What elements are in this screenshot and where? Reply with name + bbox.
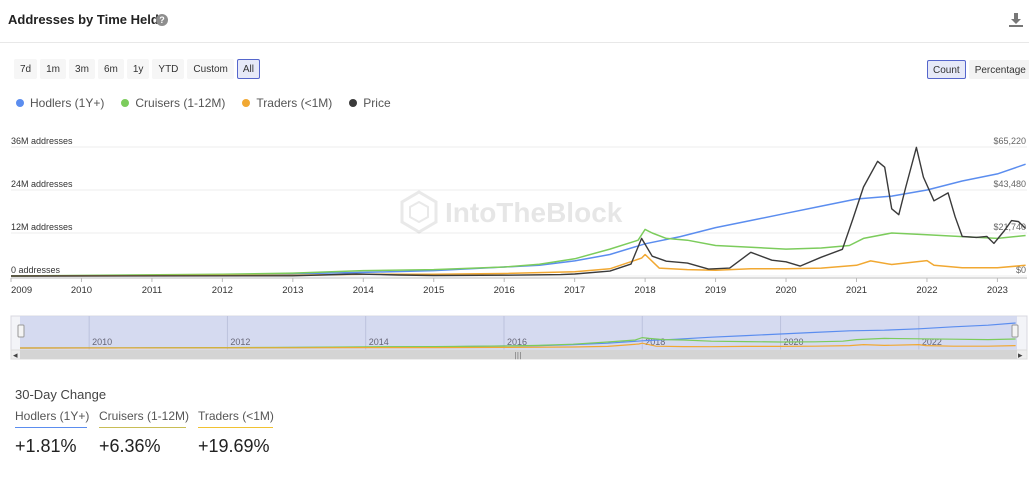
series-line-traders-1m[interactable] <box>10 253 1026 277</box>
legend-item-cruisers-1-12m[interactable]: Cruisers (1-12M) <box>121 96 225 110</box>
legend-label: Price <box>363 96 391 110</box>
series-line-hodlers-1y[interactable] <box>10 163 1026 277</box>
mode-button-percentage[interactable]: Percentage <box>968 60 1029 79</box>
range-button-custom[interactable]: Custom <box>187 59 234 79</box>
change-card-traders-1m: Traders (<1M) +19.69% <box>198 409 274 457</box>
x-tick-label: 2016 <box>494 285 515 296</box>
legend-label: Traders (<1M) <box>256 96 333 110</box>
legend-dot-icon <box>16 99 24 107</box>
range-navigator[interactable]: 2010 2012 2014 2016 2018 2020 2022◂ ▸||| <box>0 312 1029 362</box>
navigator-scrollbar-thumb[interactable] <box>20 350 1017 359</box>
change-card-cruisers-1-12m: Cruisers (1-12M) +6.36% <box>99 409 189 457</box>
legend-dot-icon <box>242 99 251 107</box>
chart-legend: Hodlers (1Y+) Cruisers (1-12M) Traders (<1… <box>16 96 408 110</box>
main-chart[interactable]: IntoTheBlock 0 addresses 12M addresses 24M … <box>0 130 1029 300</box>
x-tick-label: 2012 <box>212 285 233 296</box>
x-tick-label: 2020 <box>775 285 796 296</box>
y-left-tick-label: 0 addresses <box>11 265 61 275</box>
navigator-tick-label: 2014 <box>369 337 389 347</box>
display-mode-selector: Count Percentage <box>927 60 1029 79</box>
change-cards: Hodlers (1Y+) +1.81% Cruisers (1-12M) +6.36… <box>15 409 274 457</box>
download-icon[interactable] <box>1008 12 1024 28</box>
x-tick-label: 2014 <box>353 285 374 296</box>
navigator-tick-label: 2012 <box>230 337 250 347</box>
legend-dot-icon <box>349 99 358 107</box>
series-line-price[interactable] <box>10 146 1027 277</box>
help-icon[interactable]: ? <box>156 14 168 26</box>
page-title: Addresses by Time Held <box>8 12 159 27</box>
legend-item-traders-1m[interactable]: Traders (<1M) <box>242 96 332 110</box>
range-button-1y[interactable]: 1y <box>126 59 150 79</box>
x-tick-label: 2013 <box>282 285 303 296</box>
legend-item-hodlers-1y[interactable]: Hodlers (1Y+) <box>16 96 104 110</box>
x-tick-label: 2011 <box>142 285 162 296</box>
navigator-tick-label: 2016 <box>507 337 527 347</box>
x-tick-label: 2009 <box>11 285 32 296</box>
range-button-1m[interactable]: 1m <box>40 59 67 79</box>
y-left-tick-label: 24M addresses <box>11 179 73 189</box>
change-card-value: +6.36% <box>99 436 161 456</box>
change-section-title: 30-Day Change <box>15 387 107 402</box>
header: Addresses by Time Held ? <box>0 0 1029 43</box>
time-range-selector: 7d 1m 3m 6m 1y YTD Custom All <box>14 59 260 79</box>
scrollbar-grip-icon: ||| <box>514 352 521 360</box>
navigator-series-cruisers-1-12m <box>19 336 1016 349</box>
legend-label: Cruisers (1-12M) <box>135 96 226 110</box>
legend-dot-icon <box>121 99 130 107</box>
mode-button-count[interactable]: Count <box>927 60 966 79</box>
navigator-handle-left[interactable] <box>17 324 25 338</box>
y-left-tick-label: 12M addresses <box>11 222 73 232</box>
range-button-7d[interactable]: 7d <box>14 59 38 79</box>
scroll-right-icon[interactable]: ▸ <box>1018 351 1023 361</box>
x-tick-label: 2010 <box>71 285 92 296</box>
x-tick-label: 2015 <box>423 285 444 296</box>
y-right-tick-label: $43,480 <box>993 179 1026 189</box>
legend-item-price[interactable]: Price <box>349 96 391 110</box>
range-button-ytd[interactable]: YTD <box>152 59 185 79</box>
x-tick-label: 2018 <box>635 285 656 296</box>
x-tick-label: 2023 <box>987 285 1008 296</box>
scroll-left-icon[interactable]: ◂ <box>13 351 18 361</box>
series-line-cruisers-1-12m[interactable] <box>10 228 1026 277</box>
watermark: IntoTheBlock <box>400 190 623 234</box>
navigator-tick-label: 2010 <box>92 337 112 347</box>
x-tick-label: 2022 <box>916 285 937 296</box>
y-left-tick-label: 36M addresses <box>11 136 73 146</box>
x-tick-label: 2021 <box>846 285 867 296</box>
range-button-all[interactable]: All <box>236 59 260 79</box>
navigator-selection[interactable] <box>20 316 1017 350</box>
x-tick-label: 2019 <box>705 285 726 296</box>
change-card-label: Traders (<1M) <box>198 409 274 428</box>
change-card-hodlers-1y: Hodlers (1Y+) +1.81% <box>15 409 89 457</box>
navigator-tick-label: 2022 <box>922 337 942 347</box>
range-button-6m[interactable]: 6m <box>97 59 124 79</box>
change-card-value: +19.69% <box>198 436 270 456</box>
navigator-handle-right[interactable] <box>1011 324 1019 338</box>
y-right-tick-label: $21,740 <box>993 222 1026 232</box>
change-card-value: +1.81% <box>15 436 77 456</box>
y-right-tick-label: $65,220 <box>993 136 1026 146</box>
x-tick-label: 2017 <box>564 285 585 296</box>
navigator-tick-label: 2018 <box>645 337 665 347</box>
svg-text:IntoTheBlock: IntoTheBlock <box>445 197 623 228</box>
navigator-series-traders-1m <box>19 342 1016 349</box>
range-button-3m[interactable]: 3m <box>69 59 95 79</box>
y-right-tick-label: $0 <box>1016 265 1026 275</box>
change-card-label: Hodlers (1Y+) <box>15 409 89 428</box>
change-card-label: Cruisers (1-12M) <box>99 409 189 428</box>
legend-label: Hodlers (1Y+) <box>30 96 105 110</box>
